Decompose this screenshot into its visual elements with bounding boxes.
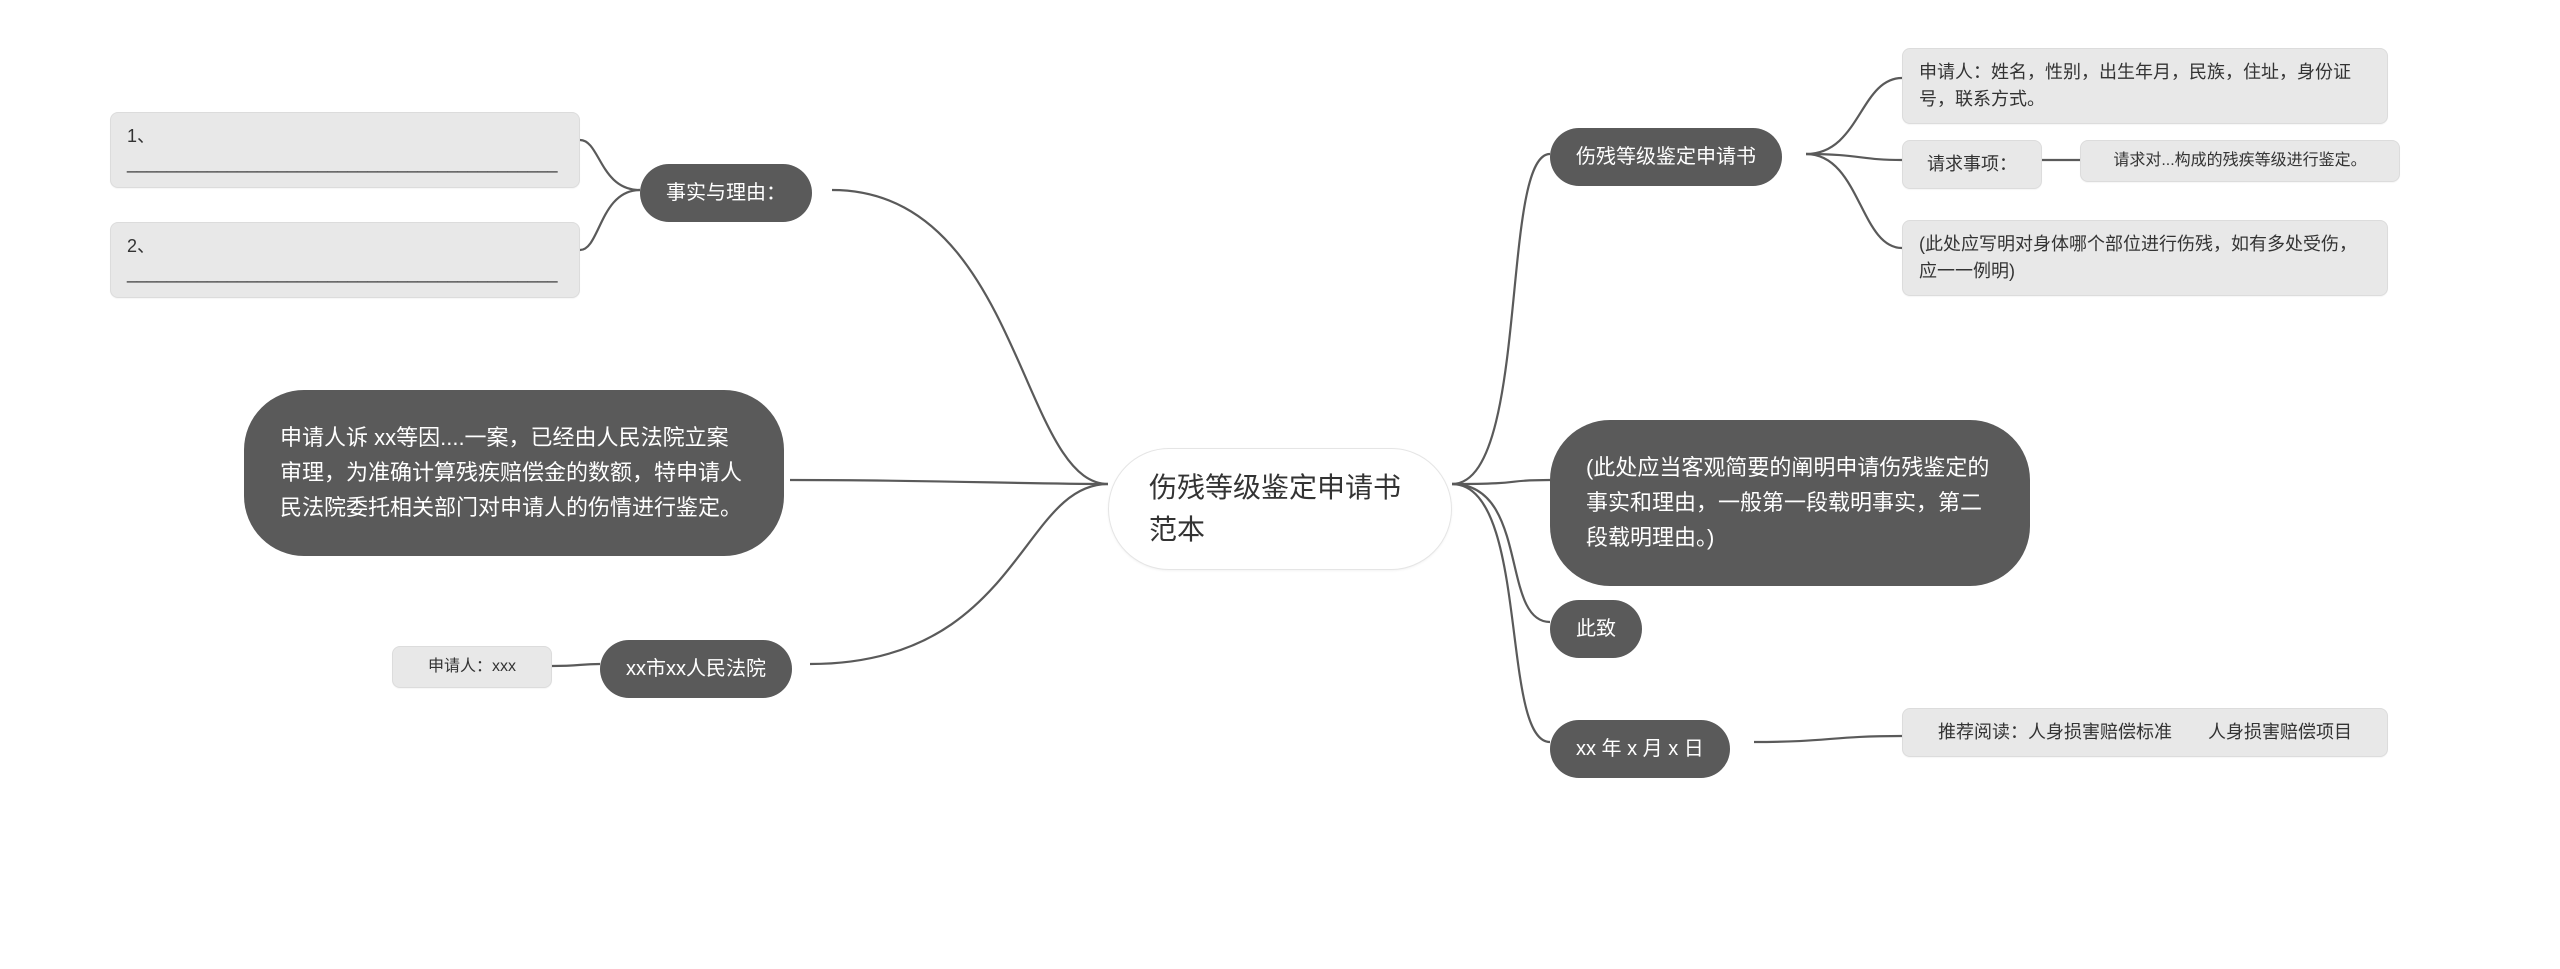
leaf-l1a[interactable]: 1、______________________________________… [110, 112, 580, 188]
branch-l2[interactable]: 申请人诉 xx等因....一案，已经由人民法院立案审理，为准确计算残疾赔偿金的数… [244, 390, 784, 556]
leaf-r4a-label: 推荐阅读：人身损害赔偿标准 人身损害赔偿项目 [1938, 719, 2352, 746]
branch-l1[interactable]: 事实与理由： [640, 164, 812, 222]
leaf-l1b[interactable]: 2、______________________________________… [110, 222, 580, 298]
branch-r3[interactable]: 此致 [1550, 600, 1642, 658]
leaf-l3a-label: 申请人：xxx [428, 655, 516, 679]
leaf-l1a-label: 1、______________________________________… [127, 123, 563, 177]
branch-r2[interactable]: (此处应当客观简要的阐明申请伤残鉴定的事实和理由，一般第一段载明事实，第二段载明… [1550, 420, 2030, 586]
mindmap-canvas: 伤残等级鉴定申请书 范本 伤残等级鉴定申请书 申请人：姓名，性别，出生年月，民族… [0, 0, 2560, 969]
branch-r4-label: xx 年 x 月 x 日 [1576, 734, 1704, 764]
leaf-r1c[interactable]: (此处应写明对身体哪个部位进行伤残，如有多处受伤，应一一例明) [1902, 220, 2388, 296]
branch-r1-label: 伤残等级鉴定申请书 [1576, 142, 1756, 172]
branch-l3[interactable]: xx市xx人民法院 [600, 640, 792, 698]
leaf-l1b-label: 2、______________________________________… [127, 233, 563, 287]
branch-r4[interactable]: xx 年 x 月 x 日 [1550, 720, 1730, 778]
branch-r2-label: (此处应当客观简要的阐明申请伤残鉴定的事实和理由，一般第一段载明事实，第二段载明… [1586, 450, 1994, 556]
leaf-r1b-label: 请求事项： [1927, 151, 2017, 178]
leaf-r1a-label: 申请人：姓名，性别，出生年月，民族，住址，身份证号，联系方式。 [1919, 59, 2371, 113]
root-node[interactable]: 伤残等级鉴定申请书 范本 [1108, 448, 1452, 570]
branch-r1[interactable]: 伤残等级鉴定申请书 [1550, 128, 1782, 186]
leaf-r1b1-label: 请求对...构成的残疾等级进行鉴定。 [2113, 149, 2366, 173]
branch-l2-label: 申请人诉 xx等因....一案，已经由人民法院立案审理，为准确计算残疾赔偿金的数… [280, 420, 748, 526]
leaf-r1a[interactable]: 申请人：姓名，性别，出生年月，民族，住址，身份证号，联系方式。 [1902, 48, 2388, 124]
branch-l1-label: 事实与理由： [666, 178, 786, 208]
leaf-r1c-label: (此处应写明对身体哪个部位进行伤残，如有多处受伤，应一一例明) [1919, 231, 2371, 285]
root-label: 伤残等级鉴定申请书 范本 [1149, 467, 1411, 551]
leaf-r1b[interactable]: 请求事项： [1902, 140, 2042, 189]
branch-r3-label: 此致 [1576, 614, 1616, 644]
leaf-r4a[interactable]: 推荐阅读：人身损害赔偿标准 人身损害赔偿项目 [1902, 708, 2388, 757]
leaf-r1b1[interactable]: 请求对...构成的残疾等级进行鉴定。 [2080, 140, 2400, 182]
leaf-l3a[interactable]: 申请人：xxx [392, 646, 552, 688]
branch-l3-label: xx市xx人民法院 [626, 654, 766, 684]
